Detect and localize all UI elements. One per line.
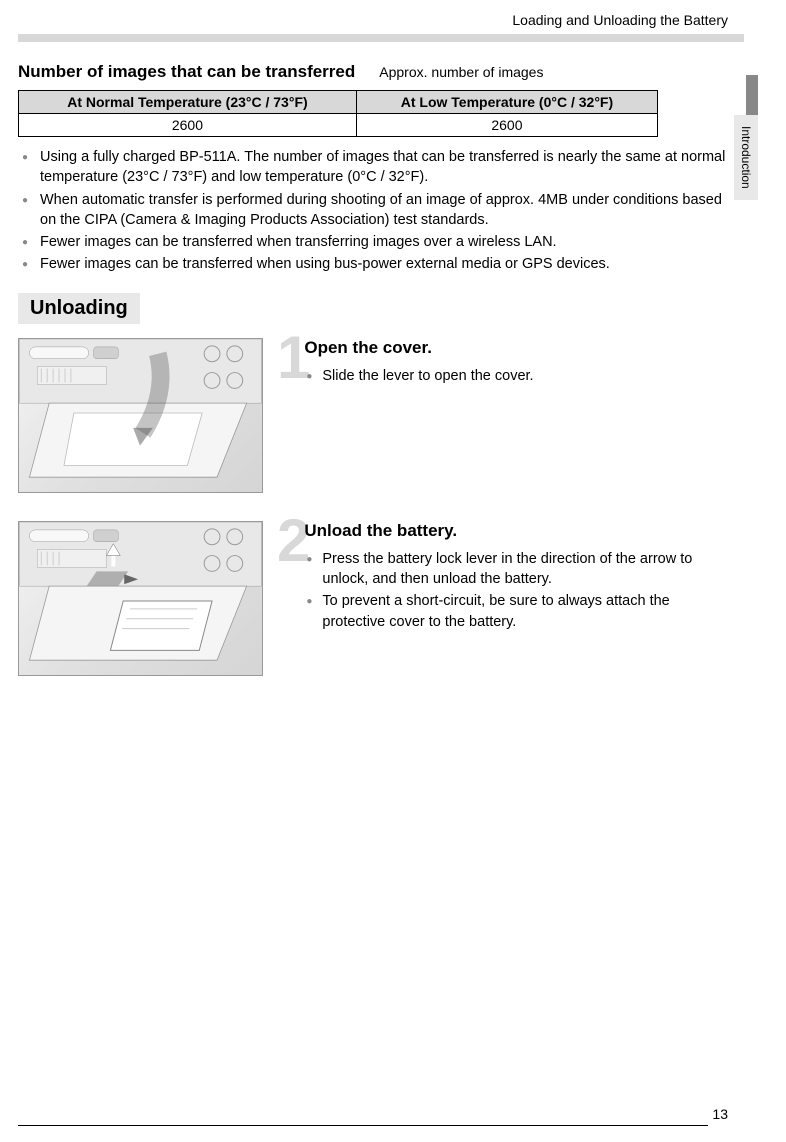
unloading-heading: Unloading: [18, 293, 140, 324]
note-item: Using a fully charged BP-511A. The numbe…: [18, 147, 728, 188]
table-header-cell: At Low Temperature (0°C / 32°F): [356, 91, 657, 114]
note-item: When automatic transfer is performed dur…: [18, 190, 728, 231]
step-1: 1 Open the cover. Slide the lever to ope…: [18, 338, 728, 493]
footer-line: [18, 1125, 708, 1126]
running-header: Loading and Unloading the Battery: [512, 12, 728, 28]
note-item: Fewer images can be transferred when usi…: [18, 254, 728, 274]
step-1-item: Slide the lever to open the cover.: [304, 366, 728, 386]
page-number: 13: [712, 1106, 728, 1122]
step-2: 2 Unload the battery. Press the battery …: [18, 521, 728, 676]
table-cell: 2600: [19, 114, 357, 137]
step-2-item: To prevent a short-circuit, be sure to a…: [304, 591, 728, 632]
side-tab: Introduction: [734, 115, 758, 200]
step-1-title: Open the cover.: [304, 338, 728, 358]
step-2-title: Unload the battery.: [304, 521, 728, 541]
table-cell: 2600: [356, 114, 657, 137]
notes-list: Using a fully charged BP-511A. The numbe…: [18, 147, 728, 275]
step-1-illustration: [18, 338, 263, 493]
side-tab-accent: [746, 75, 758, 115]
note-item: Fewer images can be transferred when tra…: [18, 232, 728, 252]
step-2-item: Press the battery lock lever in the dire…: [304, 549, 728, 590]
spec-table: At Normal Temperature (23°C / 73°F) At L…: [18, 90, 658, 137]
table-header-cell: At Normal Temperature (23°C / 73°F): [19, 91, 357, 114]
header-divider-bar: [18, 34, 744, 42]
section-title: Number of images that can be transferred: [18, 62, 355, 82]
section-subtitle: Approx. number of images: [379, 64, 543, 80]
step-2-illustration: [18, 521, 263, 676]
table-row: 2600 2600: [19, 114, 658, 137]
side-tab-label: Introduction: [739, 126, 753, 189]
